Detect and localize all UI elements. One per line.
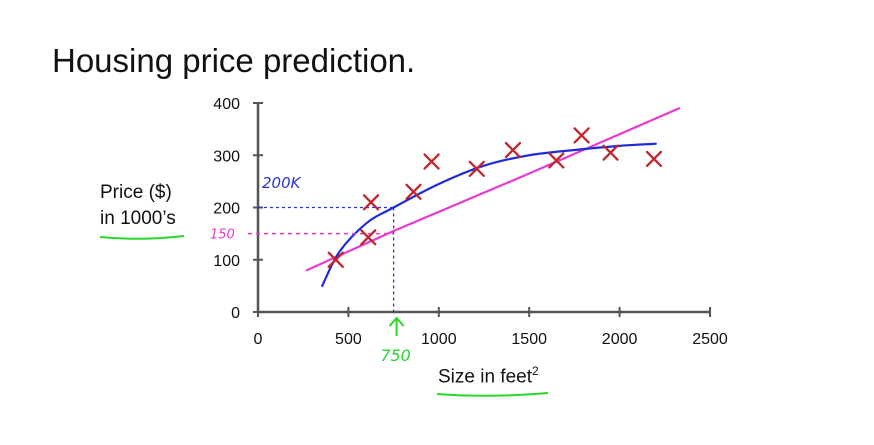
x-tick-label: 1000 [421,331,457,348]
guide-lines [248,206,395,312]
x-axis-label-exponent: 2 [532,364,539,378]
annotations: 200K 150 750 [210,174,411,365]
annotation-750: 750 [380,346,411,365]
cross-stroke [602,144,619,161]
fit-lines [305,107,681,287]
data-point-cross [423,153,440,170]
cross-stroke [504,141,522,159]
y-axis-label: Price ($) in 1000’s [100,180,176,232]
annotation-150: 150 [210,228,235,243]
data-point-cross [360,229,377,246]
data-point-cross [645,150,663,168]
x-tick-label: 1500 [511,331,547,348]
x-tick-label: 0 [254,331,263,348]
cross-stroke [362,194,380,211]
cross-stroke [405,183,422,200]
cross-stroke [360,229,377,246]
data-point-cross [405,183,422,200]
cross-stroke [327,251,344,268]
annotation-200k: 200K [262,174,302,192]
data-point-cross [573,127,590,144]
x-axis-label-text: Size in feet [438,366,532,388]
y-axis-label-line1: Price ($) [100,182,172,203]
data-point-cross [548,152,565,169]
y-tick-label: 300 [213,148,240,165]
y-axis-label-line2: in 1000’s [100,208,176,229]
xlabel-underline [436,392,549,397]
arrow-up-icon [388,316,405,336]
cross-stroke [548,152,565,169]
x-tick-label: 2500 [692,331,728,348]
data-point-cross [504,141,522,159]
x-tick-label: 2000 [602,331,638,348]
data-point-cross [327,251,344,268]
ylabel-underline [99,235,185,240]
cross-stroke [573,127,590,144]
y-tick-label: 200 [213,201,240,218]
data-point-cross [362,194,380,211]
arrow-head [388,316,405,327]
data-point-cross [602,144,619,161]
curve-fit-line [321,142,657,287]
cross-stroke [423,153,440,170]
y-tick-label: 0 [231,305,240,322]
axes: 0 500 1000 1500 2000 2500 0 100 200 300 400 [213,96,728,348]
y-tick-label: 100 [213,253,240,270]
cross-stroke [468,160,485,177]
linear-fit-line [305,107,681,272]
green-underlines [99,235,549,397]
slide-title: Housing price prediction. [52,42,416,79]
data-point-cross [468,160,485,177]
cross-stroke [645,150,663,168]
x-axis-label: Size in feet2 [438,364,539,388]
y-tick-label: 400 [213,96,240,113]
data-points [327,127,663,268]
x-tick-label: 500 [335,331,362,348]
